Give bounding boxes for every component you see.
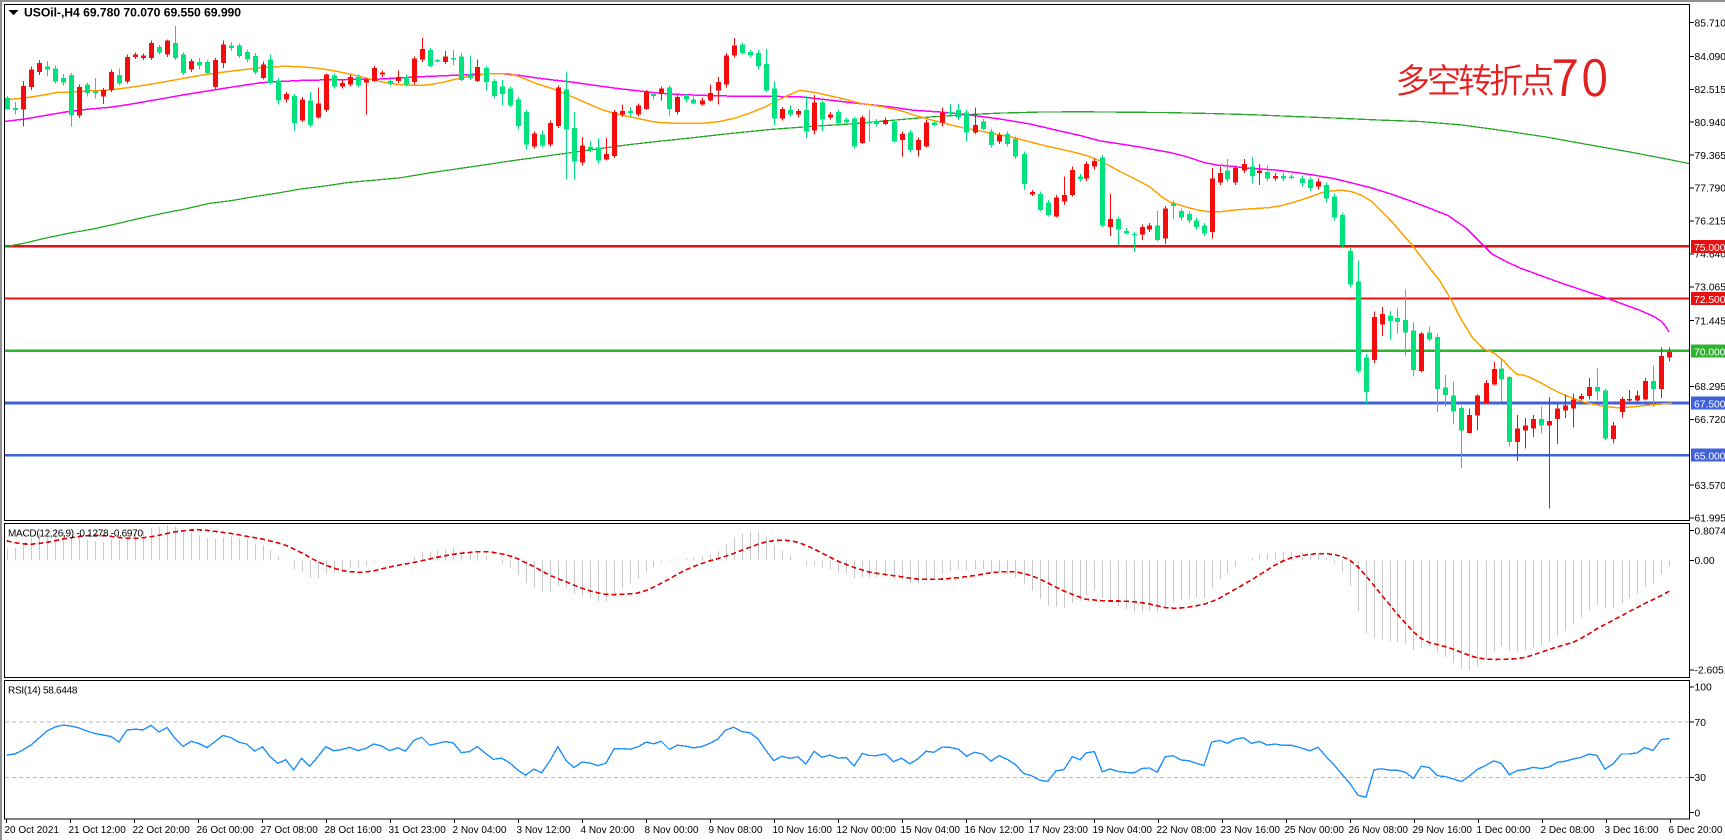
svg-text:65.000: 65.000 xyxy=(1694,452,1725,463)
svg-text:68.295: 68.295 xyxy=(1695,382,1725,393)
svg-text:26 Nov 08:00: 26 Nov 08:00 xyxy=(1349,825,1409,836)
svg-text:79.365: 79.365 xyxy=(1695,151,1725,162)
svg-text:2 Nov 04:00: 2 Nov 04:00 xyxy=(453,825,507,836)
svg-text:30: 30 xyxy=(1695,773,1707,784)
svg-text:2 Dec 08:00: 2 Dec 08:00 xyxy=(1541,825,1595,836)
svg-text:6 Dec 20:00: 6 Dec 20:00 xyxy=(1669,825,1723,836)
svg-text:61.995: 61.995 xyxy=(1695,514,1725,525)
svg-text:25 Nov 00:00: 25 Nov 00:00 xyxy=(1285,825,1345,836)
svg-text:MACD(12,26,9) -0.1278 -0.6970: MACD(12,26,9) -0.1278 -0.6970 xyxy=(8,529,143,540)
svg-text:8 Nov 00:00: 8 Nov 00:00 xyxy=(645,825,699,836)
svg-text:73.065: 73.065 xyxy=(1695,283,1725,294)
svg-text:31 Oct 23:00: 31 Oct 23:00 xyxy=(389,825,447,836)
svg-text:85.710: 85.710 xyxy=(1695,18,1725,29)
svg-text:12 Nov 00:00: 12 Nov 00:00 xyxy=(837,825,897,836)
svg-text:10 Nov 16:00: 10 Nov 16:00 xyxy=(773,825,833,836)
svg-text:16 Nov 12:00: 16 Nov 12:00 xyxy=(965,825,1025,836)
svg-text:0.00: 0.00 xyxy=(1695,556,1715,567)
svg-text:RSI(14) 58.6448: RSI(14) 58.6448 xyxy=(8,686,78,697)
svg-text:66.720: 66.720 xyxy=(1695,415,1725,426)
svg-text:70.000: 70.000 xyxy=(1694,347,1725,358)
svg-text:22 Oct 20:00: 22 Oct 20:00 xyxy=(133,825,191,836)
svg-text:70: 70 xyxy=(1695,718,1707,729)
svg-text:USOil-,H4 69.780 70.070 69.55: USOil-,H4 69.780 70.070 69.550 69.990 xyxy=(24,6,241,20)
svg-text:22 Nov 08:00: 22 Nov 08:00 xyxy=(1157,825,1217,836)
svg-text:100: 100 xyxy=(1695,683,1712,694)
svg-text:75.000: 75.000 xyxy=(1694,243,1725,254)
svg-text:17 Nov 23:00: 17 Nov 23:00 xyxy=(1029,825,1089,836)
svg-text:71.445: 71.445 xyxy=(1695,316,1725,327)
svg-text:74.640: 74.640 xyxy=(1695,250,1725,261)
svg-text:19 Nov 04:00: 19 Nov 04:00 xyxy=(1093,825,1153,836)
svg-text:3 Nov 12:00: 3 Nov 12:00 xyxy=(517,825,571,836)
svg-text:84.090: 84.090 xyxy=(1695,52,1725,63)
svg-text:23 Nov 16:00: 23 Nov 16:00 xyxy=(1221,825,1281,836)
svg-text:26 Oct 00:00: 26 Oct 00:00 xyxy=(197,825,255,836)
svg-text:27 Oct 08:00: 27 Oct 08:00 xyxy=(261,825,319,836)
svg-text:0: 0 xyxy=(1695,808,1701,819)
svg-text:67.500: 67.500 xyxy=(1694,400,1725,411)
svg-text:21 Oct 12:00: 21 Oct 12:00 xyxy=(69,825,127,836)
svg-text:15 Nov 04:00: 15 Nov 04:00 xyxy=(901,825,961,836)
svg-text:82.515: 82.515 xyxy=(1695,85,1725,96)
svg-text:63.570: 63.570 xyxy=(1695,481,1725,492)
svg-text:1 Dec 00:00: 1 Dec 00:00 xyxy=(1477,825,1531,836)
svg-text:77.790: 77.790 xyxy=(1695,184,1725,195)
svg-text:20 Oct 2021: 20 Oct 2021 xyxy=(5,825,60,836)
svg-text:9 Nov 08:00: 9 Nov 08:00 xyxy=(709,825,763,836)
svg-text:80.940: 80.940 xyxy=(1695,118,1725,129)
svg-text:28 Oct 16:00: 28 Oct 16:00 xyxy=(325,825,383,836)
svg-text:72.500: 72.500 xyxy=(1694,295,1725,306)
svg-text:0.8074: 0.8074 xyxy=(1695,526,1725,537)
svg-text:4 Nov 20:00: 4 Nov 20:00 xyxy=(581,825,635,836)
svg-text:76.215: 76.215 xyxy=(1695,217,1725,228)
svg-text:3 Dec 16:00: 3 Dec 16:00 xyxy=(1605,825,1659,836)
svg-text:29 Nov 16:00: 29 Nov 16:00 xyxy=(1413,825,1473,836)
